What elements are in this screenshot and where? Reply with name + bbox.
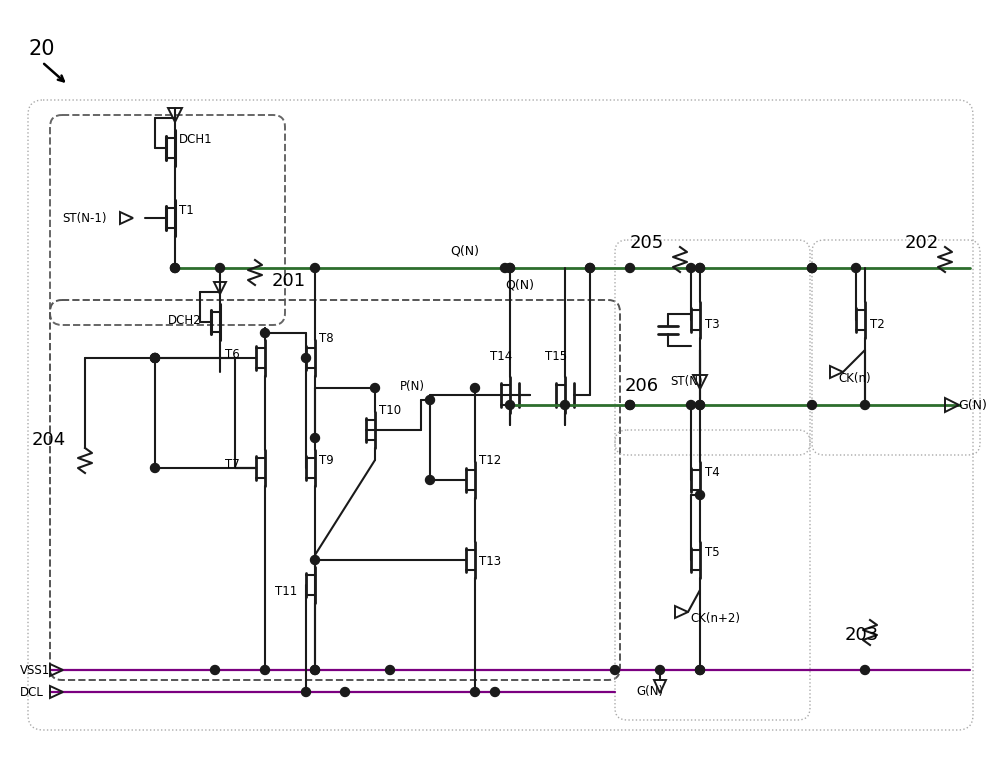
- Circle shape: [860, 401, 870, 410]
- Text: 20: 20: [28, 39, 55, 59]
- Text: T6: T6: [225, 348, 240, 361]
- Circle shape: [471, 384, 480, 392]
- Circle shape: [586, 263, 594, 272]
- Text: ST(N-1): ST(N-1): [62, 212, 107, 225]
- Text: T4: T4: [705, 466, 720, 479]
- Circle shape: [686, 401, 696, 410]
- Circle shape: [696, 263, 704, 272]
- Circle shape: [626, 263, 635, 272]
- Circle shape: [311, 555, 320, 565]
- Circle shape: [311, 263, 320, 272]
- Circle shape: [506, 263, 514, 272]
- Circle shape: [151, 463, 160, 472]
- Text: T9: T9: [319, 454, 334, 467]
- Text: G(N): G(N): [636, 685, 663, 698]
- Text: T10: T10: [379, 404, 401, 417]
- Text: ST(N): ST(N): [670, 375, 703, 388]
- Circle shape: [506, 401, 514, 410]
- Circle shape: [696, 401, 704, 410]
- Circle shape: [808, 263, 816, 272]
- Circle shape: [696, 491, 704, 500]
- Circle shape: [386, 665, 395, 674]
- Text: VSS1: VSS1: [20, 664, 50, 677]
- Circle shape: [696, 665, 704, 674]
- Text: T7: T7: [225, 458, 240, 471]
- Text: T14: T14: [490, 350, 512, 363]
- Circle shape: [371, 384, 380, 392]
- Text: DCH1: DCH1: [179, 133, 213, 146]
- Circle shape: [302, 353, 311, 362]
- Text: T12: T12: [479, 454, 501, 467]
- Circle shape: [610, 665, 620, 674]
- Circle shape: [151, 353, 160, 362]
- Circle shape: [261, 329, 270, 337]
- Text: Q(N): Q(N): [505, 278, 534, 291]
- Text: Q(N): Q(N): [450, 244, 479, 257]
- Text: CK(n): CK(n): [838, 372, 871, 385]
- Circle shape: [341, 687, 350, 697]
- Circle shape: [151, 353, 160, 362]
- Text: 201: 201: [272, 272, 306, 290]
- Text: T11: T11: [275, 585, 297, 598]
- Circle shape: [656, 665, 664, 674]
- Circle shape: [626, 401, 635, 410]
- Text: T15: T15: [545, 350, 567, 363]
- Text: 205: 205: [630, 234, 664, 252]
- Text: T5: T5: [705, 546, 720, 559]
- Text: T13: T13: [479, 555, 501, 568]
- Circle shape: [261, 665, 270, 674]
- Circle shape: [501, 263, 510, 272]
- Text: 204: 204: [32, 431, 66, 449]
- Circle shape: [311, 665, 320, 674]
- Text: 202: 202: [905, 234, 939, 252]
- Circle shape: [471, 687, 480, 697]
- Circle shape: [491, 687, 500, 697]
- Text: T2: T2: [870, 318, 885, 331]
- Circle shape: [696, 263, 704, 272]
- Circle shape: [506, 263, 514, 272]
- Circle shape: [696, 401, 704, 410]
- Circle shape: [151, 353, 160, 362]
- Text: T3: T3: [705, 318, 720, 331]
- Text: 206: 206: [625, 377, 659, 395]
- Circle shape: [311, 433, 320, 443]
- Circle shape: [852, 263, 860, 272]
- Circle shape: [808, 401, 816, 410]
- Text: DCL: DCL: [20, 686, 44, 699]
- Circle shape: [311, 665, 320, 674]
- Text: DCH2: DCH2: [168, 314, 202, 327]
- Circle shape: [860, 665, 870, 674]
- Circle shape: [426, 475, 435, 485]
- Circle shape: [586, 263, 594, 272]
- Text: 203: 203: [845, 626, 879, 644]
- Circle shape: [171, 263, 180, 272]
- Text: T8: T8: [319, 332, 334, 345]
- Circle shape: [696, 665, 704, 674]
- Circle shape: [560, 401, 570, 410]
- Circle shape: [171, 263, 180, 272]
- Circle shape: [426, 395, 435, 404]
- Circle shape: [211, 665, 220, 674]
- Circle shape: [626, 401, 635, 410]
- Text: G(N): G(N): [958, 399, 987, 412]
- Circle shape: [302, 687, 311, 697]
- Text: CK(n+2): CK(n+2): [690, 612, 740, 625]
- Circle shape: [686, 263, 696, 272]
- Text: P(N): P(N): [400, 380, 425, 393]
- Circle shape: [808, 263, 816, 272]
- Text: T1: T1: [179, 204, 194, 217]
- Circle shape: [216, 263, 225, 272]
